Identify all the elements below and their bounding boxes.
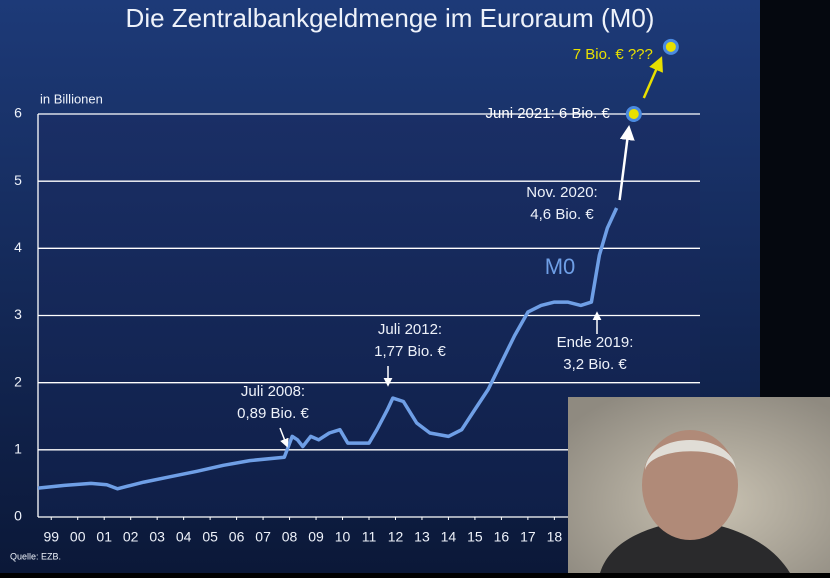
x-tick-label: 13 <box>414 529 430 545</box>
annotation: Nov. 2020: <box>526 184 597 201</box>
x-tick-label: 05 <box>202 529 218 545</box>
chart-title: Die Zentralbankgeldmenge im Euroraum (M0… <box>126 3 655 33</box>
annotation: Juli 2012: <box>378 321 442 338</box>
x-tick-label: 01 <box>96 529 112 545</box>
y-tick-label: 3 <box>14 306 22 322</box>
x-tick-label: 07 <box>255 529 271 545</box>
x-tick-label: 14 <box>441 529 457 545</box>
x-tick-label: 17 <box>520 529 536 545</box>
annotation: 1,77 Bio. € <box>374 343 446 360</box>
series-label: M0 <box>545 254 576 279</box>
x-tick-label: 08 <box>282 529 298 545</box>
x-tick-label: 04 <box>176 529 192 545</box>
x-tick-label: 00 <box>70 529 86 545</box>
y-tick-label: 5 <box>14 172 22 188</box>
highlight-point <box>662 38 679 55</box>
highlight-point <box>625 106 642 122</box>
webcam-head <box>642 430 738 540</box>
source: Quelle: EZB. <box>10 551 61 561</box>
x-tick-label: 10 <box>335 529 351 545</box>
annotation: 0,89 Bio. € <box>237 405 309 422</box>
annotation: Juli 2008: <box>241 383 305 400</box>
highlight-label: 7 Bio. € ??? <box>573 46 653 63</box>
x-tick-label: 99 <box>43 529 59 545</box>
webcam-hair <box>645 440 736 470</box>
y-tick-label: 4 <box>14 239 22 255</box>
x-tick-label: 15 <box>467 529 483 545</box>
x-tick-label: 02 <box>123 529 139 545</box>
x-tick-label: 09 <box>308 529 324 545</box>
annotation: 3,2 Bio. € <box>563 356 627 373</box>
arrow <box>642 56 663 99</box>
x-tick-label: 12 <box>388 529 404 545</box>
y-axis-label: in Billionen <box>40 91 103 106</box>
webcam-body <box>600 520 790 573</box>
x-tick-label: 16 <box>494 529 510 545</box>
x-tick-label: 03 <box>149 529 165 545</box>
y-tick-label: 6 <box>14 105 22 121</box>
x-tick-label: 11 <box>362 529 377 545</box>
y-tick-label: 1 <box>14 441 22 457</box>
annotation: 4,6 Bio. € <box>530 206 594 223</box>
highlight-label: Juni 2021: 6 Bio. € <box>486 105 611 122</box>
arrow <box>618 125 635 201</box>
y-tick-label: 0 <box>14 508 22 524</box>
annotation-arrow <box>279 427 289 448</box>
x-tick-label: 18 <box>547 529 563 545</box>
data-line <box>37 207 619 491</box>
y-tick-label: 2 <box>14 373 22 389</box>
x-tick-label: 06 <box>229 529 245 545</box>
webcam <box>568 397 830 573</box>
annotation: Ende 2019: <box>557 334 634 351</box>
